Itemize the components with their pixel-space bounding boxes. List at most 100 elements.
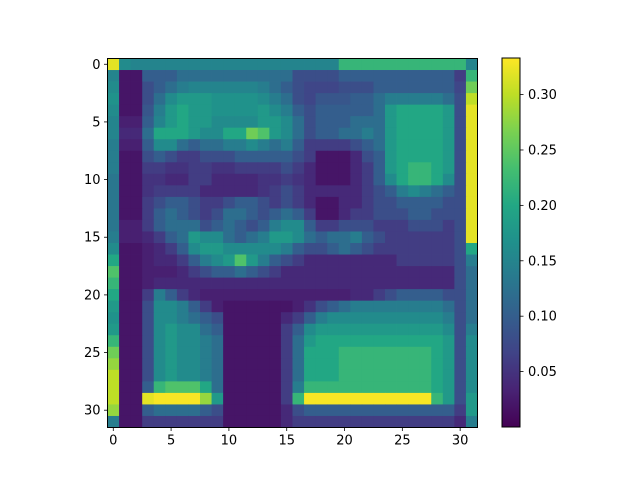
heatmap-cell [142,58,155,71]
heatmap-cell [188,266,201,278]
heatmap-cell [408,243,421,255]
y-tick-label: 0 [92,58,100,73]
heatmap-cell [315,243,328,255]
heatmap-cell [442,58,455,71]
heatmap-cell [396,93,409,106]
heatmap-cell [315,415,328,428]
heatmap-cell [465,323,478,336]
heatmap-cell [304,208,317,221]
heatmap-cell [153,162,166,175]
heatmap-cell [107,173,120,186]
heatmap-cell [107,162,120,175]
heatmap-cell [338,208,351,221]
heatmap-cell [234,254,247,267]
heatmap-cell [153,81,166,94]
heatmap-cell [142,381,155,394]
heatmap-cell [246,404,259,417]
heatmap-cell [119,358,132,371]
heatmap-cell [200,335,212,348]
heatmap-cell [153,116,166,129]
heatmap-cell [361,335,374,348]
heatmap-cell [442,127,455,140]
heatmap-cell [246,312,259,325]
heatmap-cell [211,231,224,244]
heatmap-cell [465,243,478,255]
heatmap-cell [246,173,259,186]
heatmap-cell [465,70,478,82]
heatmap-cell [142,127,155,140]
heatmap-cell [350,208,363,221]
heatmap-cell [153,70,166,82]
heatmap-cell [373,162,386,175]
heatmap-cell [408,289,421,302]
heatmap-cell [223,104,236,117]
heatmap-cell [304,358,317,371]
heatmap-cell [465,392,478,405]
heatmap-cell [130,162,143,175]
heatmap-cell [385,335,397,348]
heatmap-cell [188,208,201,221]
heatmap-cell [130,254,143,267]
heatmap-cell [200,116,212,129]
heatmap-cell [200,127,212,140]
heatmap-cell [246,323,259,336]
heatmap-cell [304,266,317,278]
heatmap-cell [465,81,478,94]
heatmap-cell [142,358,155,371]
heatmap-cell [142,266,155,278]
heatmap-cell [119,162,132,175]
heatmap-cell [454,70,467,82]
heatmap-cell [142,323,155,336]
heatmap-cell [223,381,236,394]
heatmap-cell [396,127,409,140]
heatmap-cell [419,93,432,106]
heatmap-cell [350,381,363,394]
heatmap-cell [119,289,132,302]
heatmap-cell [246,208,259,221]
heatmap-cell [280,81,293,94]
heatmap-cell [269,104,282,117]
heatmap-cell [396,185,409,198]
heatmap-cell [292,392,305,405]
heatmap-cell [361,116,374,129]
heatmap-cell [176,173,189,186]
heatmap-cell [338,358,351,371]
heatmap-cell [280,335,293,348]
heatmap-cell [107,289,120,302]
heatmap-cell [396,323,409,336]
heatmap-cell [269,300,282,313]
heatmap-cell [142,162,155,175]
heatmap-cell [119,150,132,163]
heatmap-cell [107,127,120,140]
heatmap-cell [408,392,421,405]
heatmap-cell [419,243,432,255]
heatmap-cell [269,289,282,302]
heatmap-cell [223,254,236,267]
heatmap-cell [246,58,259,71]
heatmap-cell [442,81,455,94]
heatmap-cell [188,139,201,152]
heatmap-cell [257,162,270,175]
heatmap-cell [200,208,212,221]
heatmap-cell [373,243,386,255]
heatmap-cell [257,346,270,359]
heatmap-cell [234,277,247,290]
heatmap-cell [454,289,467,302]
heatmap-cell [269,81,282,94]
heatmap-cell [419,392,432,405]
heatmap-cell [176,277,189,290]
heatmap-cell [223,346,236,359]
heatmap-cell [200,277,212,290]
heatmap-cell [465,104,478,117]
heatmap-cell [107,185,120,198]
heatmap-cell [396,346,409,359]
heatmap-cell [176,392,189,405]
heatmap-cell [419,58,432,71]
heatmap-cell [454,127,467,140]
heatmap-cell [454,243,467,255]
heatmap-cell [257,208,270,221]
heatmap-cell [292,358,305,371]
colorbar-tick-label: 0.25 [528,143,557,158]
heatmap-cell [142,346,155,359]
heatmap-cell [188,104,201,117]
